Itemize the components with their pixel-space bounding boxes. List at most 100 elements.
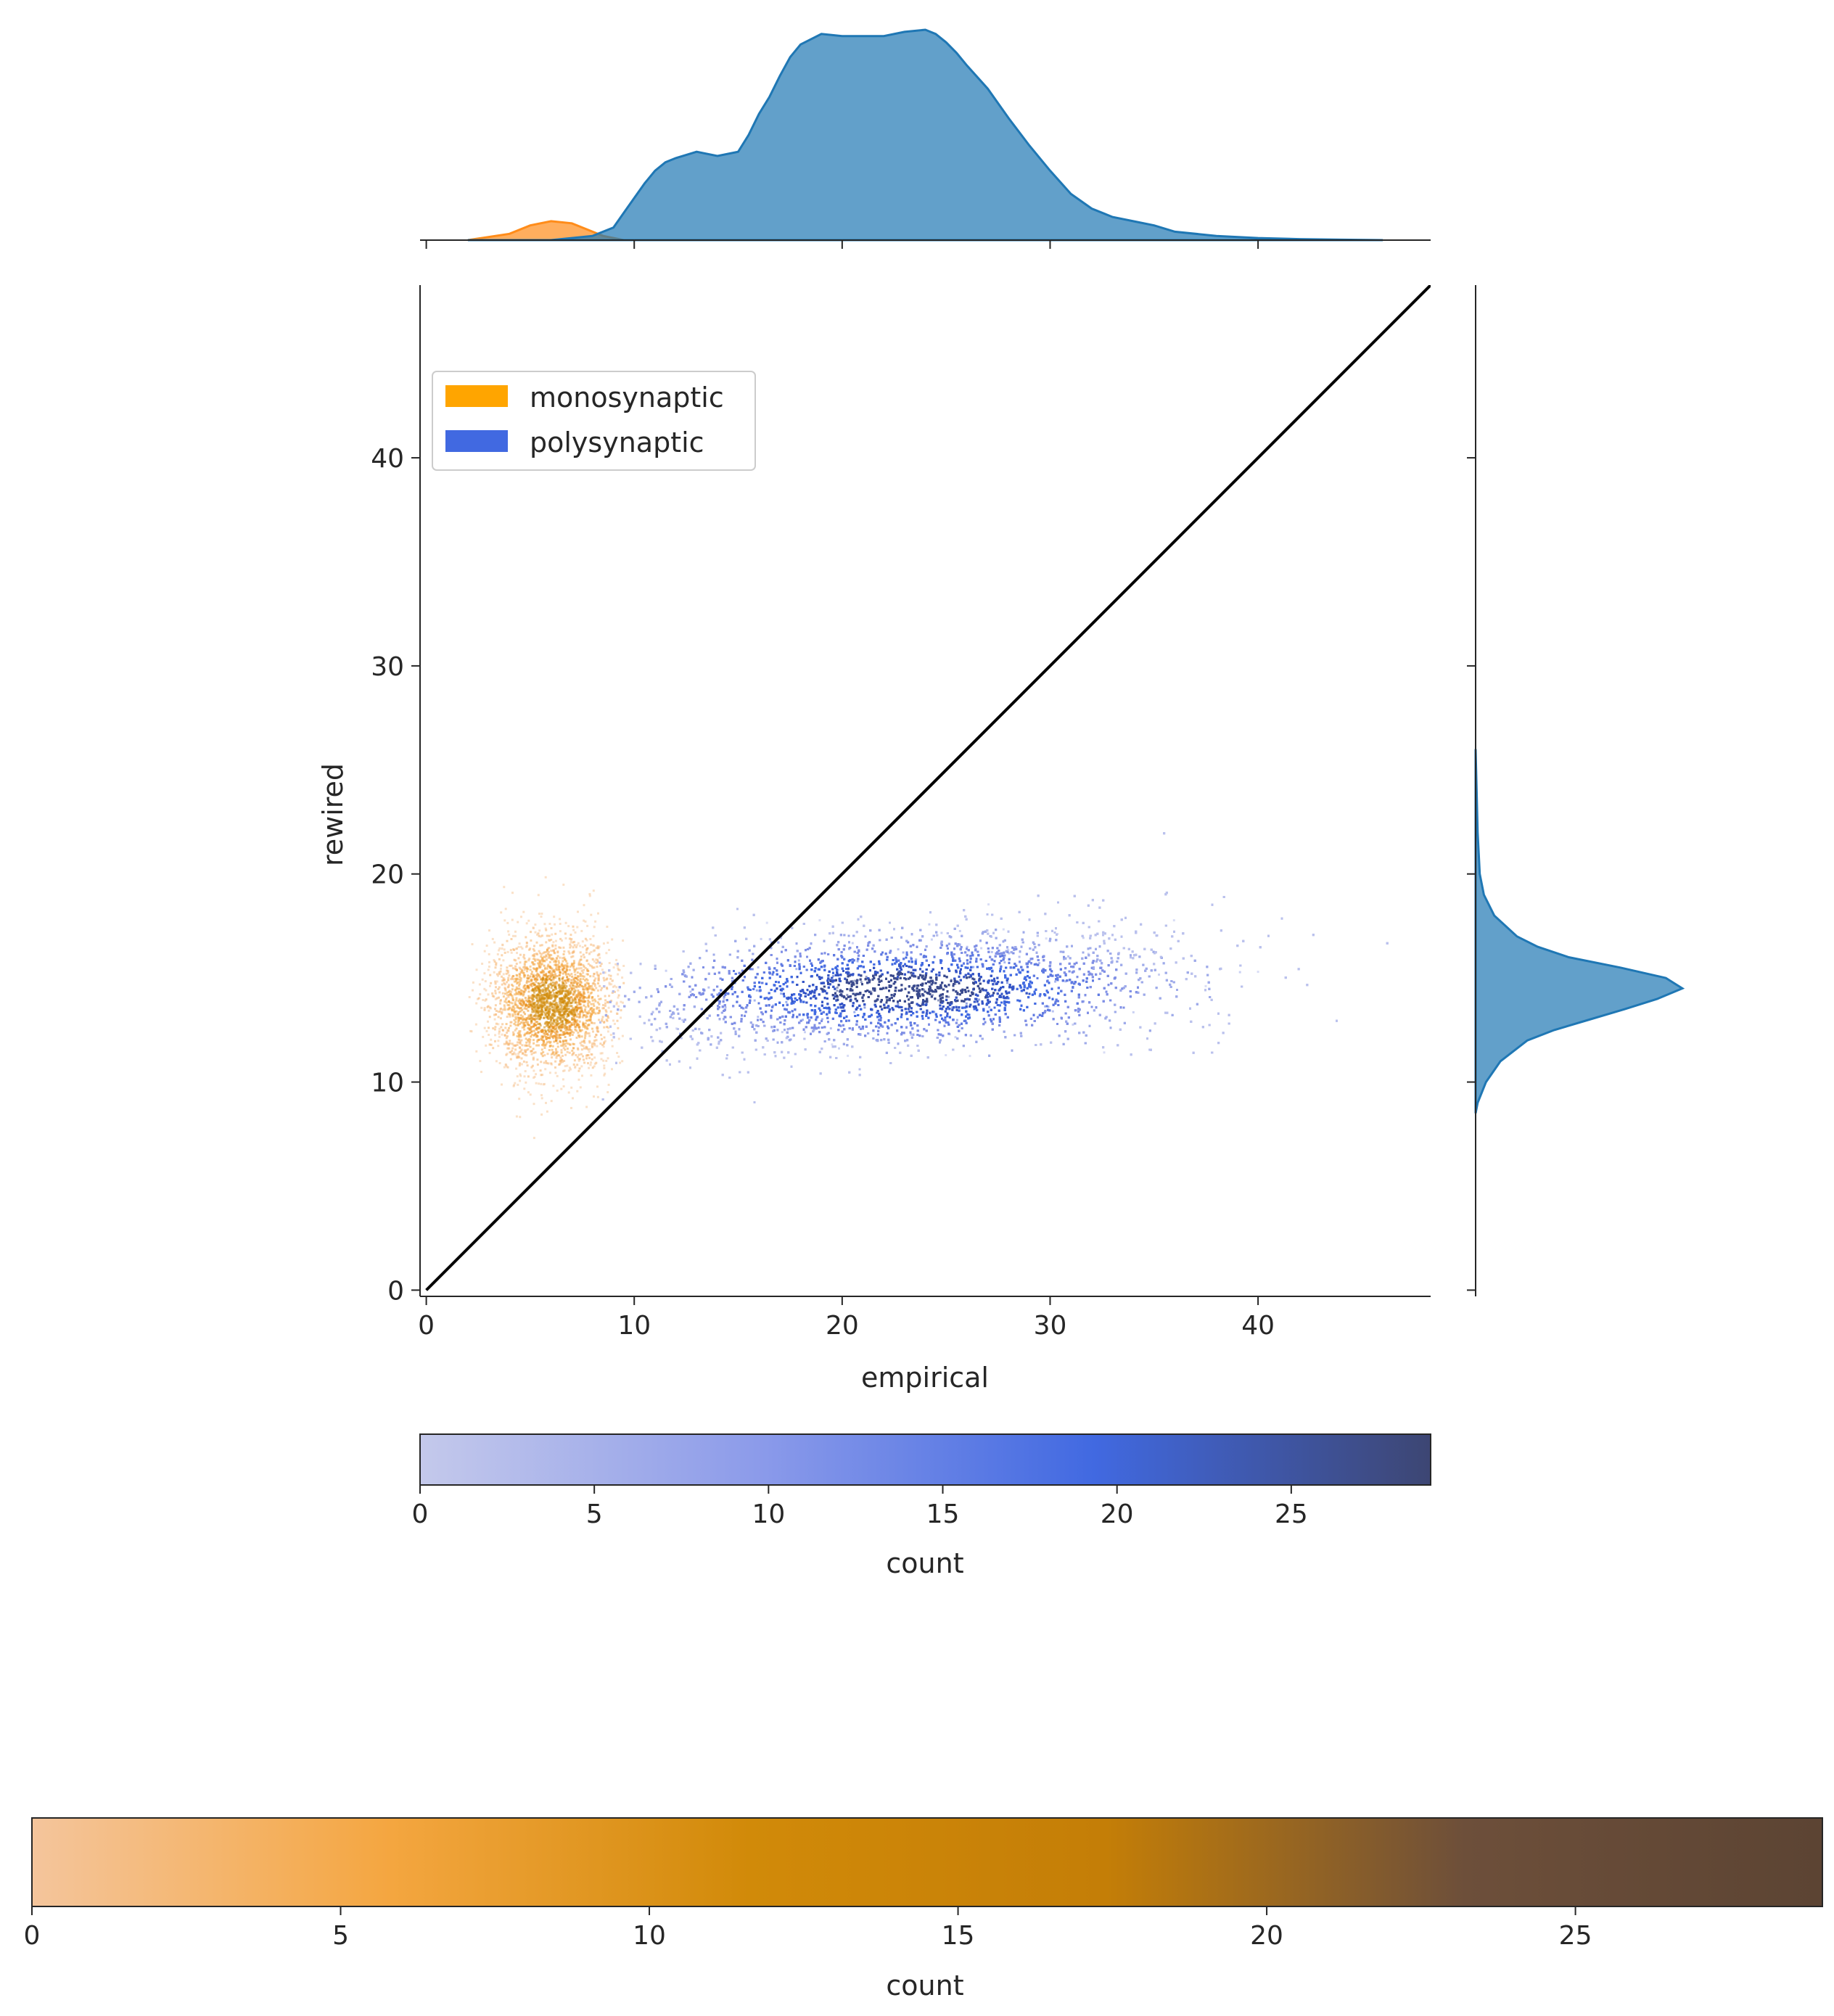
scatter-point — [532, 1011, 535, 1013]
scatter-point — [563, 1018, 566, 1021]
scatter-point — [516, 987, 519, 990]
scatter-point — [606, 1057, 609, 1060]
scatter-point — [515, 963, 518, 965]
scatter-point — [518, 1056, 521, 1059]
scatter-point — [608, 949, 611, 951]
scatter-point — [945, 1054, 947, 1056]
scatter-point — [535, 1021, 538, 1024]
scatter-point — [567, 1013, 569, 1015]
scatter-point — [506, 1032, 509, 1034]
scatter-point — [1003, 961, 1006, 964]
scatter-point — [596, 1026, 598, 1029]
scatter-point — [584, 1026, 587, 1029]
scatter-point — [602, 1045, 605, 1048]
scatter-point — [606, 942, 609, 944]
scatter-point — [577, 942, 580, 945]
scatter-point — [558, 1034, 561, 1037]
scatter-point — [514, 930, 517, 933]
scatter-point — [595, 1039, 598, 1042]
scatter-point — [588, 1048, 591, 1050]
scatter-point — [540, 1011, 543, 1013]
scatter-point — [569, 996, 572, 999]
scatter-point — [562, 1015, 565, 1018]
scatter-point — [581, 940, 584, 943]
scatter-point — [529, 968, 532, 971]
scatter-point — [831, 1043, 834, 1046]
scatter-point — [499, 1017, 502, 1020]
scatter-point — [575, 995, 577, 998]
scatter-point — [1082, 937, 1085, 939]
scatter-point — [490, 1043, 493, 1046]
scatter-point — [507, 979, 510, 982]
scatter-point — [536, 1014, 539, 1017]
scatter-point — [568, 1029, 571, 1032]
scatter-point — [519, 1116, 522, 1119]
scatter-point — [559, 1021, 562, 1024]
scatter-point — [559, 1056, 562, 1059]
scatter-point — [505, 972, 508, 975]
scatter-point — [570, 973, 573, 976]
scatter-point — [525, 1054, 528, 1057]
scatter-point — [620, 1016, 622, 1019]
scatter-point — [560, 1004, 563, 1007]
scatter-point — [604, 1040, 606, 1042]
scatter-point — [527, 980, 530, 983]
scatter-point — [535, 1012, 538, 1015]
scatter-point — [592, 1003, 595, 1005]
scatter-point — [519, 1073, 522, 1076]
scatter-point — [553, 1040, 556, 1043]
scatter-point — [591, 1053, 593, 1056]
scatter-point — [572, 1031, 575, 1034]
scatter-point — [579, 972, 582, 975]
scatter-point — [604, 995, 606, 997]
scatter-point — [611, 979, 614, 982]
scatter-point — [584, 1005, 587, 1008]
scatter-point — [497, 1016, 500, 1019]
scatter-point — [542, 977, 544, 980]
scatter-point — [549, 966, 552, 969]
scatter-point — [534, 958, 537, 960]
scatter-point — [503, 948, 506, 951]
scatter-point — [545, 958, 548, 961]
scatter-point — [507, 976, 510, 979]
scatter-point — [510, 990, 513, 993]
scatter-point — [525, 1019, 528, 1021]
scatter-point — [543, 993, 546, 996]
scatter-point — [501, 943, 504, 946]
scatter-point — [530, 1013, 532, 1016]
scatter-point — [540, 1031, 543, 1033]
scatter-point — [551, 990, 554, 992]
scatter-point — [564, 1024, 567, 1027]
scatter-point — [519, 977, 522, 980]
scatter-point — [542, 971, 545, 974]
scatter-point — [567, 978, 570, 981]
scatter-point — [780, 992, 783, 995]
scatter-point — [525, 936, 527, 939]
scatter-point — [1002, 928, 1005, 931]
scatter-point — [519, 1047, 522, 1050]
scatter-point — [532, 1009, 535, 1012]
scatter-point — [856, 960, 859, 963]
scatter-point — [523, 976, 526, 979]
scatter-point — [535, 979, 538, 982]
scatter-point — [575, 986, 578, 989]
scatter-point — [533, 1001, 536, 1004]
scatter-point — [561, 1021, 564, 1024]
scatter-point — [534, 983, 537, 986]
scatter-point — [543, 1041, 546, 1044]
scatter-point — [551, 1015, 554, 1018]
scatter-point — [556, 1055, 559, 1057]
scatter-point — [572, 946, 575, 949]
scatter-point — [902, 951, 905, 954]
scatter-point — [498, 949, 501, 952]
scatter-point — [606, 1026, 609, 1029]
scatter-point — [1044, 1005, 1047, 1008]
scatter-point — [589, 1015, 592, 1018]
scatter-point — [592, 934, 595, 937]
scatter-point — [562, 1042, 564, 1045]
scatter-point — [519, 1074, 522, 1077]
scatter-point — [546, 1023, 549, 1026]
scatter-point — [552, 949, 554, 952]
scatter-point — [509, 1040, 511, 1042]
scatter-point — [584, 1025, 587, 1027]
